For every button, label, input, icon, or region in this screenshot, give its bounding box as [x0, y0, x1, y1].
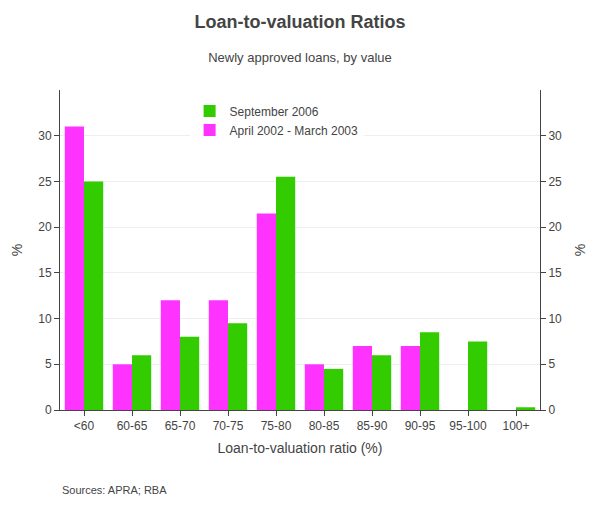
svg-text:80-85: 80-85: [309, 419, 340, 433]
svg-text:75-80: 75-80: [261, 419, 292, 433]
svg-text:%: %: [9, 244, 25, 256]
svg-text:60-65: 60-65: [117, 419, 148, 433]
svg-text:15: 15: [548, 266, 562, 280]
svg-text:65-70: 65-70: [165, 419, 196, 433]
svg-text:70-75: 70-75: [213, 419, 244, 433]
svg-text:95-100: 95-100: [449, 419, 487, 433]
svg-text:<60: <60: [74, 419, 95, 433]
svg-text:Newly approved loans, by value: Newly approved loans, by value: [208, 50, 392, 65]
svg-text:10: 10: [38, 312, 52, 326]
svg-text:30: 30: [38, 129, 52, 143]
svg-text:Loan-to-valuation Ratios: Loan-to-valuation Ratios: [195, 12, 406, 32]
svg-text:April 2002 - March 2003: April 2002 - March 2003: [230, 124, 358, 138]
svg-text:Sources: APRA; RBA: Sources: APRA; RBA: [62, 484, 167, 496]
svg-text:5: 5: [548, 357, 555, 371]
svg-text:85-90: 85-90: [357, 419, 388, 433]
svg-text:90-95: 90-95: [405, 419, 436, 433]
svg-text:September 2006: September 2006: [230, 105, 319, 119]
svg-text:20: 20: [38, 220, 52, 234]
svg-text:20: 20: [548, 220, 562, 234]
svg-text:25: 25: [548, 175, 562, 189]
svg-text:0: 0: [45, 403, 52, 417]
svg-text:100+: 100+: [502, 419, 529, 433]
svg-text:%: %: [572, 244, 588, 256]
svg-text:0: 0: [548, 403, 555, 417]
svg-text:Loan-to-valuation ratio (%): Loan-to-valuation ratio (%): [218, 440, 383, 456]
svg-text:25: 25: [38, 175, 52, 189]
svg-text:30: 30: [548, 129, 562, 143]
svg-text:15: 15: [38, 266, 52, 280]
svg-text:10: 10: [548, 312, 562, 326]
svg-text:5: 5: [45, 357, 52, 371]
